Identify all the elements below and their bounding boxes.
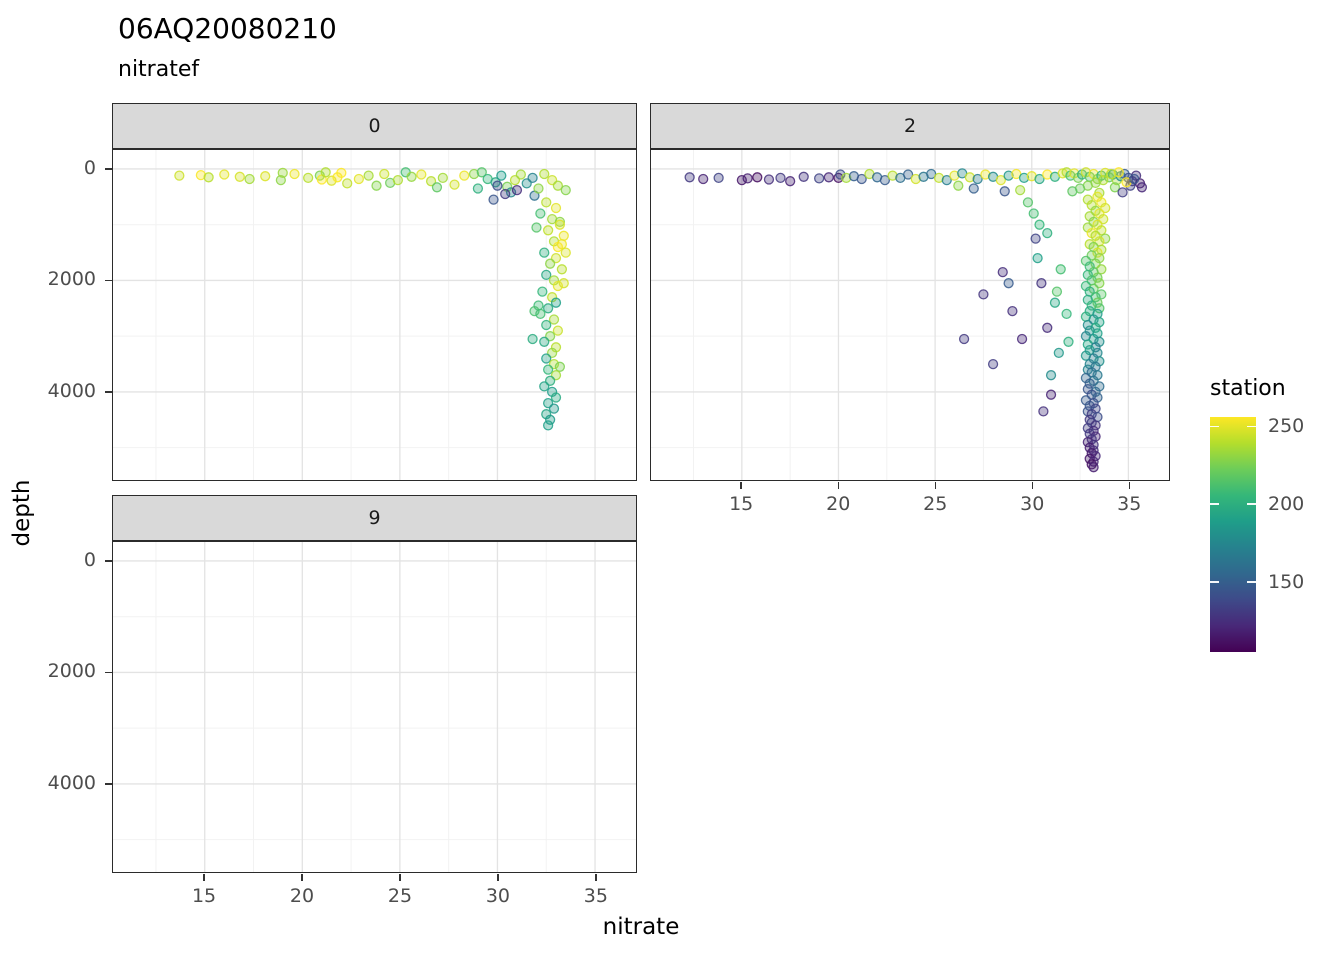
scatter-panel-0 xyxy=(113,150,636,480)
x-axis-tick-label: 20 xyxy=(826,493,851,515)
x-axis-tick-mark xyxy=(203,874,205,881)
x-axis-tick-mark xyxy=(301,874,303,881)
legend-tick-label: 150 xyxy=(1268,570,1305,593)
legend-title: station xyxy=(1210,376,1286,401)
x-axis-tick-label: 25 xyxy=(387,885,413,907)
scatter-panel-9 xyxy=(113,542,636,872)
plot-subtitle: nitratef xyxy=(118,57,200,82)
scatter-panel-2 xyxy=(651,150,1169,480)
y-axis-tick-mark xyxy=(105,783,112,785)
legend-tick-mark xyxy=(1210,503,1219,505)
y-axis-tick-mark xyxy=(105,168,112,170)
panel-9 xyxy=(112,542,637,873)
panel-2 xyxy=(650,150,1170,481)
y-axis-tick-label: 4000 xyxy=(47,771,96,794)
x-axis-tick-label: 20 xyxy=(289,885,315,907)
x-axis-tick-mark xyxy=(399,874,401,881)
facet-strip-9: 9 xyxy=(112,495,637,542)
y-axis-tick-label: 4000 xyxy=(47,379,96,402)
y-axis-tick-mark xyxy=(105,279,112,282)
y-axis-tick-label: 0 xyxy=(83,156,96,179)
plot-title: 06AQ20080210 xyxy=(118,12,337,45)
legend: station 250 200 150 xyxy=(1210,376,1340,652)
y-axis-facet-0: 0 2000 4000 xyxy=(40,150,112,480)
x-axis-tick-label: 35 xyxy=(583,885,608,907)
x-axis-facet-9: 15 20 25 30 35 xyxy=(112,874,637,916)
x-axis-tick-label: 15 xyxy=(729,493,754,515)
y-axis-tick-label: 0 xyxy=(83,548,96,571)
x-axis-tick-label: 30 xyxy=(485,885,510,907)
x-axis-tick-mark xyxy=(497,874,499,881)
x-axis-tick-label: 35 xyxy=(1117,493,1142,515)
x-axis-tick-mark xyxy=(595,874,597,881)
facet-9: 9 xyxy=(112,495,637,873)
facet-strip-label: 2 xyxy=(903,115,917,137)
y-axis-tick-mark xyxy=(105,671,112,674)
y-axis-tick-label: 2000 xyxy=(47,268,96,291)
x-axis-facet-2: 15 20 25 30 35 xyxy=(650,482,1170,524)
facet-strip-0: 0 xyxy=(112,103,637,150)
x-axis-tick-label: 15 xyxy=(191,885,217,907)
y-axis-tick-mark xyxy=(105,560,112,562)
legend-tick-label: 250 xyxy=(1268,415,1305,438)
legend-colorbar-gradient xyxy=(1210,417,1256,652)
x-axis-tick-mark xyxy=(1128,482,1131,489)
x-axis-tick-label: 30 xyxy=(1020,493,1045,515)
facet-strip-label: 0 xyxy=(368,115,381,137)
y-axis-tick-mark xyxy=(105,391,112,393)
y-axis-facet-9: 0 2000 4000 xyxy=(40,542,112,872)
legend-tick-label: 200 xyxy=(1268,493,1305,516)
facet-0: 0 xyxy=(112,103,637,481)
x-axis-tick-mark xyxy=(740,482,742,489)
x-axis-tick-mark xyxy=(1031,482,1034,489)
legend-tick-mark xyxy=(1210,581,1219,583)
facet-2: 2 xyxy=(650,103,1170,481)
x-axis-title: nitrate xyxy=(602,914,680,940)
y-axis-title: depth xyxy=(9,479,35,547)
panel-0 xyxy=(112,150,637,481)
x-axis-tick-mark xyxy=(837,482,839,489)
facet-strip-2: 2 xyxy=(650,103,1170,150)
x-axis-tick-mark xyxy=(934,482,937,489)
legend-tick-mark xyxy=(1210,425,1219,428)
legend-colorbar-wrap: 250 200 150 xyxy=(1210,415,1340,652)
x-axis-tick-label: 25 xyxy=(923,493,948,515)
legend-tick-mark xyxy=(1247,503,1256,505)
y-axis-tick-label: 2000 xyxy=(47,660,96,683)
facet-strip-label: 9 xyxy=(368,507,381,529)
legend-tick-mark xyxy=(1247,581,1256,583)
legend-tick-mark xyxy=(1247,425,1256,428)
